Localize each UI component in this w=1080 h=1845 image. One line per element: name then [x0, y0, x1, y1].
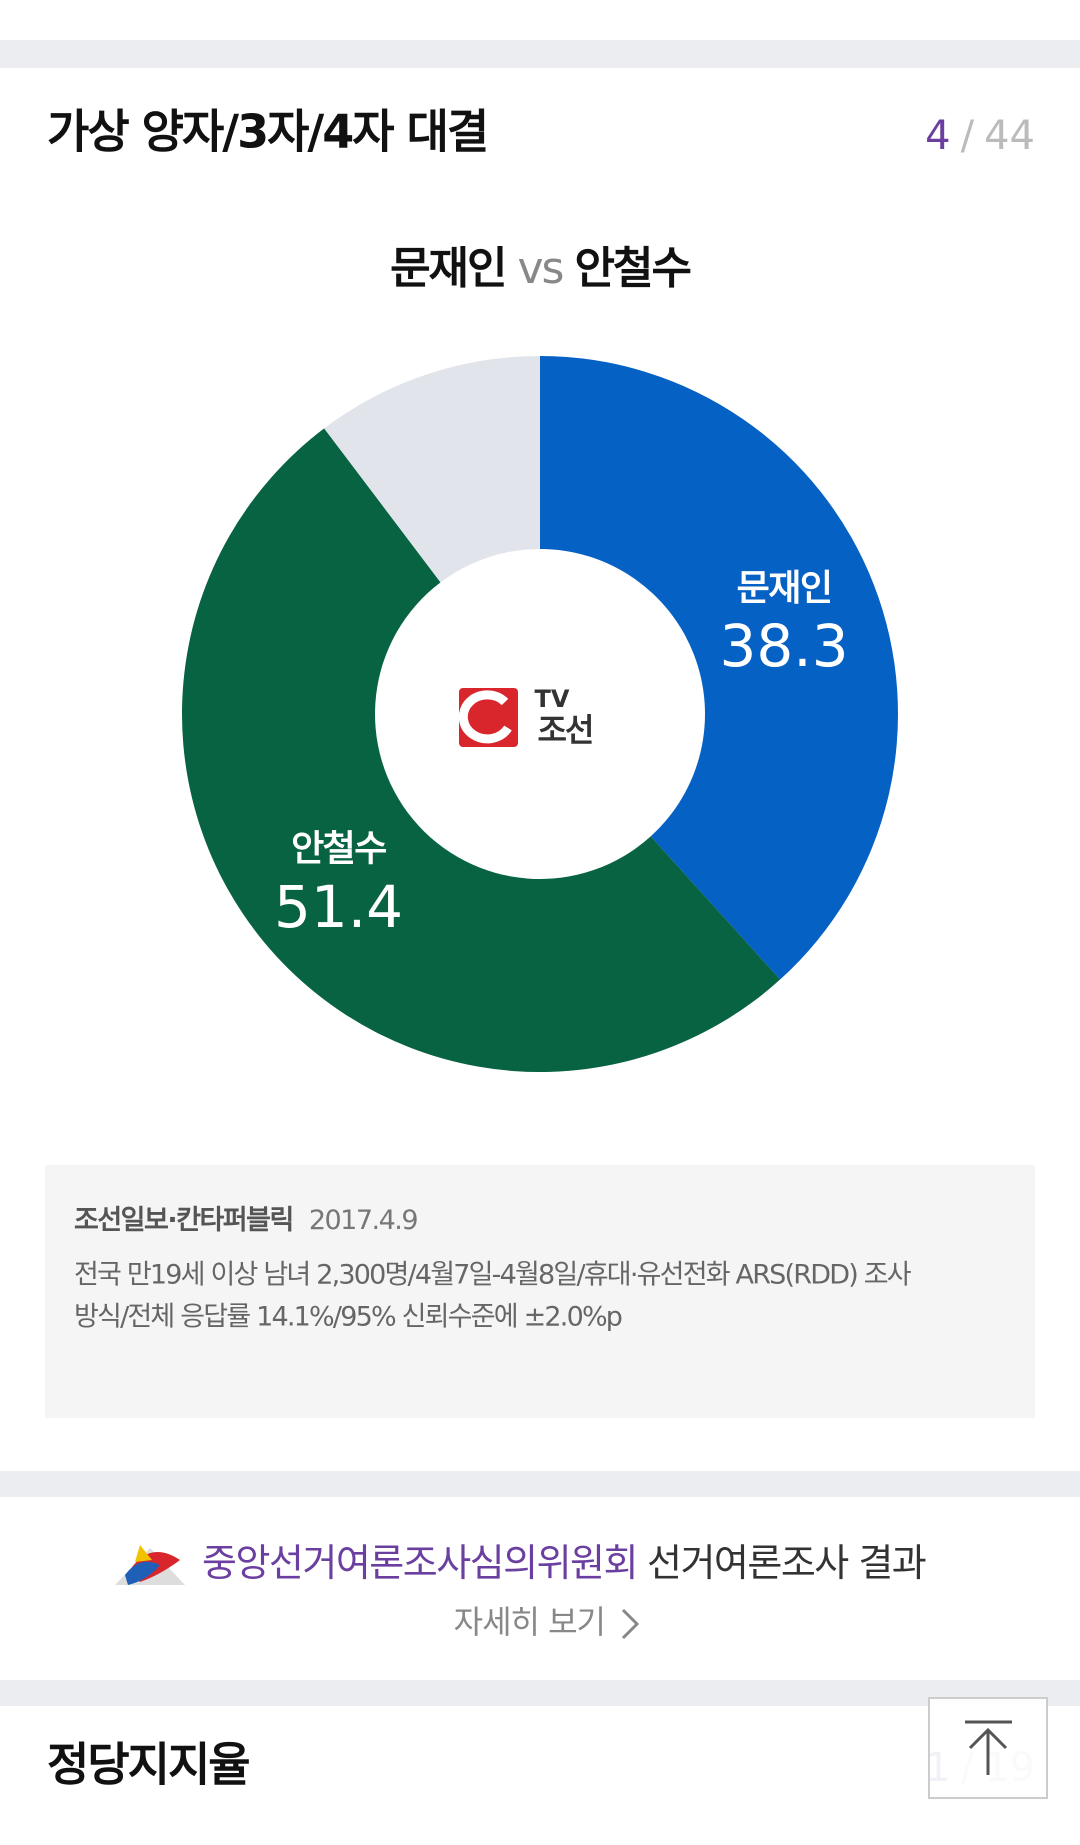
source-text: 방식/전체 응답률 14.1%/95% 신뢰수준에 ±2.0%p [74, 1302, 622, 1333]
source-org: 조선일보·칸타퍼블릭 [74, 1205, 293, 1236]
nec-icon [115, 1545, 185, 1585]
slice [182, 428, 781, 1072]
section-title: 정당지지율 [47, 1738, 249, 1792]
logo-tv: TV [535, 685, 570, 713]
page-current: 4 [925, 113, 950, 159]
page-sep: / [961, 113, 975, 159]
pagination: 4/44 [925, 113, 1035, 159]
detail-link[interactable]: 자세히 보기 [454, 1603, 640, 1641]
source-text: 전국 만19세 이상 남녀 2,300명/4월7일-4월8일/휴대·유선전화 A… [74, 1260, 912, 1291]
slice [324, 356, 540, 583]
title-sep: vs [518, 243, 563, 294]
slice-name: 문재인 [737, 568, 832, 609]
source-line: 조선일보·칸타퍼블릭 2017.4.9 [74, 1205, 417, 1236]
nec-line: 중앙선거여론조사심의위원회 선거여론조사 결과 [202, 1541, 926, 1585]
scroll-top-button[interactable] [928, 1697, 1048, 1799]
link-text[interactable]: 자세히 보기 [454, 1603, 606, 1641]
section-title: 가상 양자/3자/4자 대결 [47, 105, 487, 159]
logo-swoosh [458, 690, 512, 744]
logo: TV 조선 [458, 685, 594, 749]
chevron [621, 1608, 640, 1640]
logo-name: 조선 [538, 711, 593, 749]
slice-value: 51.4 [274, 873, 403, 941]
title-left: 문재인 [390, 243, 505, 294]
source-box [45, 1165, 1035, 1418]
divider [0, 40, 1080, 68]
slice-value: 38.3 [719, 612, 848, 680]
page-total: 44 [984, 113, 1035, 159]
nec-suffix: 선거여론조사 결과 [647, 1541, 926, 1585]
chart-title: 문재인 vs 안철수 [390, 243, 690, 294]
slice [540, 356, 899, 980]
divider [0, 1680, 1080, 1706]
source-date: 2017.4.9 [309, 1205, 418, 1236]
slice-name: 안철수 [291, 829, 386, 870]
arrow-up [965, 1720, 1012, 1775]
divider [0, 1471, 1080, 1497]
title-right: 안철수 [574, 243, 690, 294]
nec-org: 중앙선거여론조사심의위원회 [202, 1541, 637, 1585]
